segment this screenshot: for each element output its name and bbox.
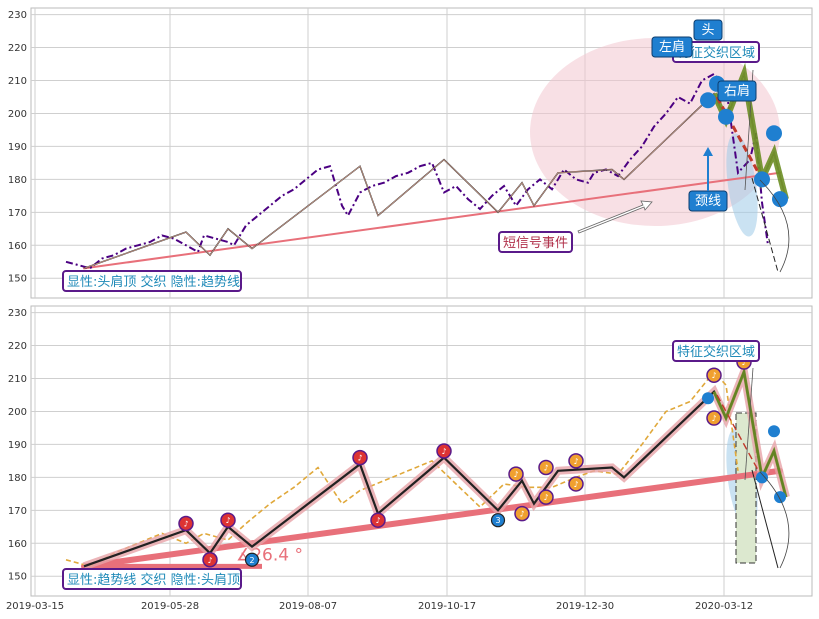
numbered-marker (490, 513, 506, 528)
y-tick-label: 230 (8, 308, 27, 319)
price-series-line (65, 370, 739, 568)
pivot-note-marker (568, 476, 584, 492)
y-tick-label: 230 (8, 10, 27, 21)
pivot-note-marker (220, 512, 236, 528)
pivot-note-glyph: ♪ (375, 516, 380, 525)
left-shoulder-label-box (651, 36, 693, 58)
projection-arrow (751, 469, 779, 569)
pivot-note-glyph: ♪ (519, 510, 524, 519)
pivot-note-glyph: ♪ (357, 454, 362, 463)
y-tick-label: 150 (8, 572, 27, 583)
neckline-label: 颈线 (695, 194, 721, 209)
pivot-note-glyph: ♪ (543, 493, 548, 502)
projection-curve (759, 179, 790, 273)
pivot-note-glyph: ♪ (513, 470, 518, 479)
y-tick-label: 180 (8, 473, 27, 484)
projection-arrow (751, 177, 779, 273)
x-tick-label: 2020-03-12 (695, 601, 753, 612)
pivot-note-glyph: ♪ (543, 463, 548, 472)
pivot-note-glyph: ♪ (741, 358, 746, 367)
neckline-dashed (716, 394, 763, 478)
y-tick-label: 220 (8, 43, 27, 54)
short-signal-arrow (577, 200, 653, 234)
pivot-note-marker (706, 367, 722, 383)
numbered-marker-label: 2 (249, 556, 254, 565)
pivot-note-glyph: ♪ (207, 556, 212, 565)
head-shoulders-path (712, 366, 788, 498)
y-tick-label: 180 (8, 175, 27, 186)
pivot-note-marker (568, 453, 584, 469)
key-point-dot (774, 491, 786, 504)
y-tick-label: 220 (8, 341, 27, 352)
y-tick-label: 190 (8, 440, 27, 451)
short-signal-label-box (498, 231, 573, 253)
x-tick-label: 2019-10-17 (418, 601, 476, 612)
trendline (83, 171, 781, 270)
key-point-dot (702, 392, 714, 405)
pivot-note-glyph: ♪ (441, 447, 446, 456)
y-tick-label: 190 (8, 142, 27, 153)
pivot-note-marker (178, 515, 194, 532)
price-series-line (65, 72, 769, 270)
footer-label: 显性:头肩顶 交织 隐性:趋势线 (67, 274, 240, 290)
key-point-dot (772, 191, 788, 208)
projection-curve (759, 471, 790, 569)
head-label-box (693, 19, 723, 41)
y-tick-label: 200 (8, 109, 27, 120)
pivot-note-glyph: ♪ (573, 457, 578, 466)
y-tick-label: 150 (8, 274, 27, 285)
pivot-note-marker (508, 466, 524, 482)
key-point-dot (756, 471, 768, 484)
pivot-note-glyph: ♪ (573, 480, 578, 489)
short-signal-label: 短信号事件 (503, 236, 568, 251)
y-tick-label: 170 (8, 506, 27, 517)
pivot-note-glyph: ♪ (183, 520, 188, 529)
y-tick-label: 210 (8, 374, 27, 385)
right-shoulder-label-box (717, 80, 757, 102)
key-point-dot (718, 108, 734, 125)
feature-zone-label: 特征交织区域 (677, 344, 755, 360)
pointer-line (744, 367, 754, 481)
x-tick-label: 2019-12-30 (556, 601, 614, 612)
pivot-note-glyph: ♪ (225, 516, 230, 525)
y-tick-label: 200 (8, 407, 27, 418)
pivot-note-glyph: ♪ (711, 371, 716, 380)
pivot-note-marker (436, 443, 452, 459)
pivot-note-glyph: ♪ (711, 414, 716, 423)
key-point-dot (768, 425, 780, 438)
pivot-note-marker (706, 410, 722, 426)
neckline-arrowhead (703, 147, 713, 156)
bottom-panel: 150 160 170 180 190 200 210 220 230 2019-03-15 201… (6, 305, 813, 612)
pivot-note-marker (514, 505, 530, 522)
numbered-marker-label: 3 (495, 516, 500, 525)
trendline (81, 467, 783, 570)
x-tick-label: 2019-08-07 (279, 601, 337, 612)
footer-label-box (62, 568, 242, 590)
feature-zone-label: 特征交织区域 (677, 45, 755, 61)
key-point-dot (766, 125, 782, 142)
feature-zone-label-box (672, 340, 760, 362)
footer-label: 显性:趋势线 交织 隐性:头肩顶 (67, 572, 240, 588)
pivot-note-marker (352, 449, 368, 466)
key-point-dot (700, 92, 716, 109)
pivot-note-marker (202, 552, 218, 568)
top-panel: 150 160 170 180 190 200 210 220 230 显性:头肩顶 交织 隐性:… (8, 7, 813, 299)
y-tick-label: 160 (8, 241, 27, 252)
left-shoulder-label: 左肩 (659, 39, 685, 55)
head-label: 头 (701, 23, 714, 38)
right-shoulder-label: 右肩 (724, 83, 750, 99)
pattern-box (735, 412, 757, 564)
key-point-dot (754, 171, 770, 188)
y-tick-label: 170 (8, 208, 27, 219)
y-tick-label: 160 (8, 539, 27, 550)
y-tick-label: 210 (8, 76, 27, 87)
x-tick-label: 2019-03-15 (6, 601, 64, 612)
numbered-marker (244, 552, 260, 567)
x-tick-label: 2019-05-28 (141, 601, 199, 612)
pivot-note-marker (538, 489, 554, 505)
pivot-note-marker (538, 459, 554, 476)
footer-label-box (62, 270, 242, 292)
pivot-note-marker (370, 512, 386, 528)
